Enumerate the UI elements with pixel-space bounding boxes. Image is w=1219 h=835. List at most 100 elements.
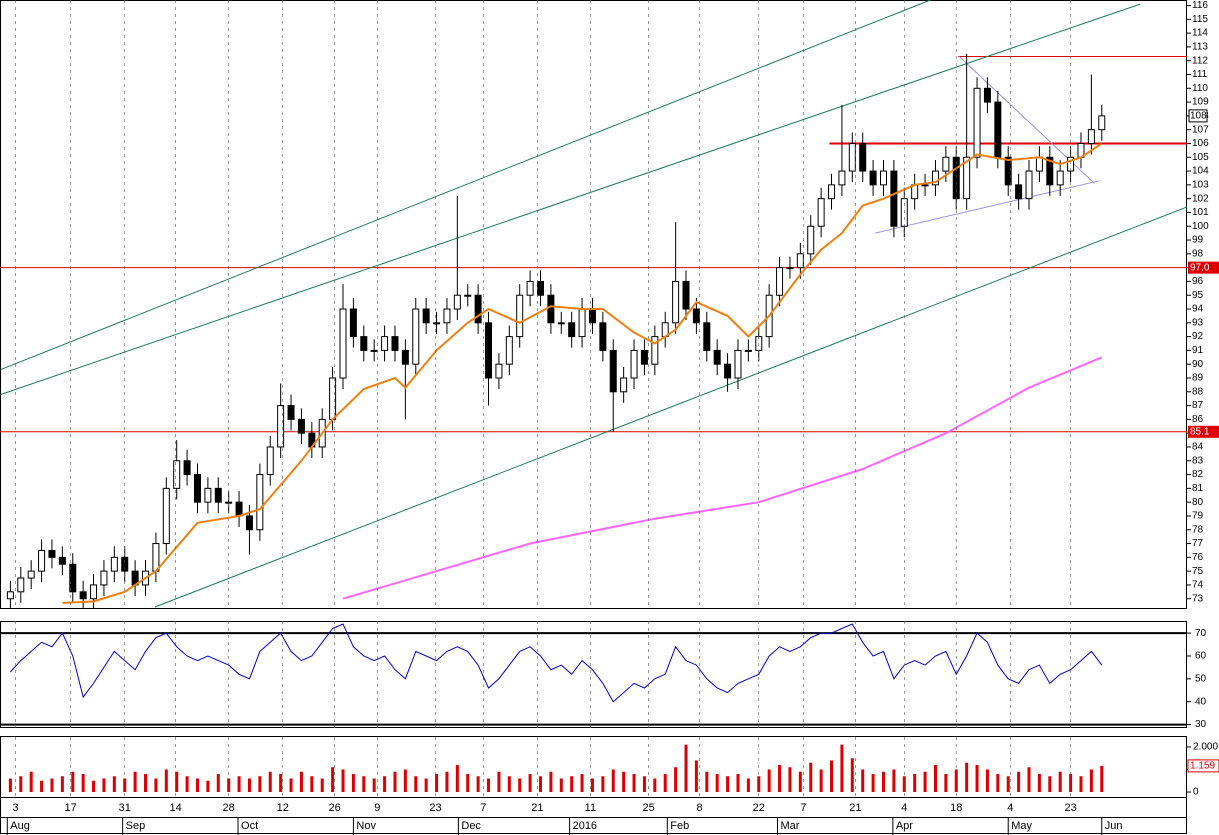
rsi-tick-label: 30 [1195, 719, 1207, 730]
volume-bar [954, 769, 958, 793]
volume-bar [403, 769, 407, 793]
volume-bar [123, 778, 127, 793]
level-label-box [1188, 425, 1219, 438]
month-label: Apr [896, 820, 913, 832]
candle-body [848, 142, 856, 172]
volume-bar [362, 776, 366, 793]
month-label: Dec [461, 820, 481, 832]
annotations: 7374757677787980818283848586878889909192… [6, 0, 1219, 835]
moving-average-fast [62, 142, 1103, 604]
y-tick-label: 107 [1192, 124, 1209, 135]
x-tick-label: 31 [119, 802, 131, 814]
candle-body [994, 101, 1002, 158]
candle-body [859, 142, 867, 172]
volume-bar [19, 776, 23, 793]
volume-bar [549, 771, 553, 793]
volume-bar [632, 773, 636, 793]
candle-body [277, 405, 285, 448]
volume-bar [81, 773, 85, 793]
candle-body [266, 446, 274, 476]
candle-body [942, 156, 950, 172]
candle-body [672, 280, 680, 324]
volume-bar [144, 773, 148, 793]
y-tick-label: 92 [1192, 331, 1204, 342]
trendline [154, 206, 1187, 608]
x-tick-label: 4 [901, 802, 907, 814]
y-tick-label: 91 [1192, 345, 1204, 356]
level-label-box [1188, 261, 1219, 274]
rsi-tick-label: 50 [1195, 673, 1207, 684]
candle-body [776, 267, 784, 296]
y-tick-label: 98 [1192, 248, 1204, 259]
x-tick-label: 3 [13, 802, 19, 814]
candle-body [1025, 170, 1033, 200]
candle-body [838, 170, 846, 186]
candle-body [1067, 156, 1075, 172]
y-tick-label: 87 [1192, 400, 1204, 411]
y-tick-label: 104 [1192, 166, 1209, 177]
candle-body [807, 225, 815, 255]
x-tick-label: 8 [696, 802, 702, 814]
y-tick-label: 88 [1192, 386, 1204, 397]
y-tick-label: 90 [1192, 359, 1204, 370]
candle-body [869, 170, 877, 186]
month-label: 2016 [573, 820, 597, 832]
candle-body [578, 308, 586, 338]
candle-body [651, 336, 659, 365]
volume-bar [1027, 767, 1031, 793]
volume-bar [393, 771, 397, 793]
y-tick-label: 113 [1192, 42, 1208, 53]
volume-last-label: 1.159 [1190, 761, 1215, 772]
volume-bar [705, 771, 709, 793]
x-tick-label: 11 [585, 802, 596, 814]
volume-bar [40, 780, 44, 793]
y-tick-label: 102 [1192, 193, 1209, 204]
y-tick-label: 76 [1192, 552, 1204, 563]
x-tick-label: 28 [223, 802, 235, 814]
candle-body [1046, 156, 1054, 186]
last-price-box [1188, 109, 1208, 123]
candle-body [204, 487, 212, 503]
candle-body [100, 570, 108, 586]
y-tick-label: 81 [1192, 483, 1204, 494]
candle-body [110, 556, 118, 572]
y-tick-label: 115 [1192, 14, 1208, 25]
y-tick-label: 95 [1192, 290, 1204, 301]
month-label: Oct [241, 820, 258, 832]
x-tick-label: 7 [480, 802, 486, 814]
volume-bar [923, 771, 927, 793]
volume-bar [102, 778, 106, 793]
price-plot [0, 0, 1187, 609]
candle-body [17, 577, 25, 593]
y-tick-label: 73 [1192, 593, 1204, 604]
y-tick-label: 110 [1192, 83, 1208, 94]
volume-bar [227, 778, 231, 793]
candle-body [921, 184, 929, 187]
candle-body [90, 584, 98, 600]
volume-bar [247, 778, 251, 793]
volume-bar [518, 778, 522, 793]
candle-body [349, 308, 357, 338]
candle-body [734, 349, 742, 379]
y-tick-label: 84 [1192, 442, 1204, 453]
price-pane [0, 0, 1187, 609]
volume-bar [1058, 771, 1062, 793]
candle-body [786, 267, 794, 270]
y-tick-label: 114 [1192, 28, 1208, 39]
y-tick-label: 111 [1192, 69, 1208, 80]
volume-bar [497, 771, 501, 793]
volume-bar [840, 744, 844, 793]
x-tick-label: 26 [329, 802, 341, 814]
candle-body [173, 460, 181, 489]
x-tick-label: 23 [1064, 802, 1076, 814]
moving-average-slow [342, 356, 1103, 600]
month-label: Aug [10, 820, 30, 832]
volume-tick-label: 0 [1193, 787, 1199, 798]
x-tick-label: 4 [1007, 802, 1013, 814]
volume-bar [881, 771, 885, 793]
candle-body [453, 294, 461, 310]
volume-bar [642, 776, 646, 793]
volume-bar [1089, 769, 1093, 793]
volume-bar [351, 773, 355, 793]
candle-body [152, 543, 160, 572]
